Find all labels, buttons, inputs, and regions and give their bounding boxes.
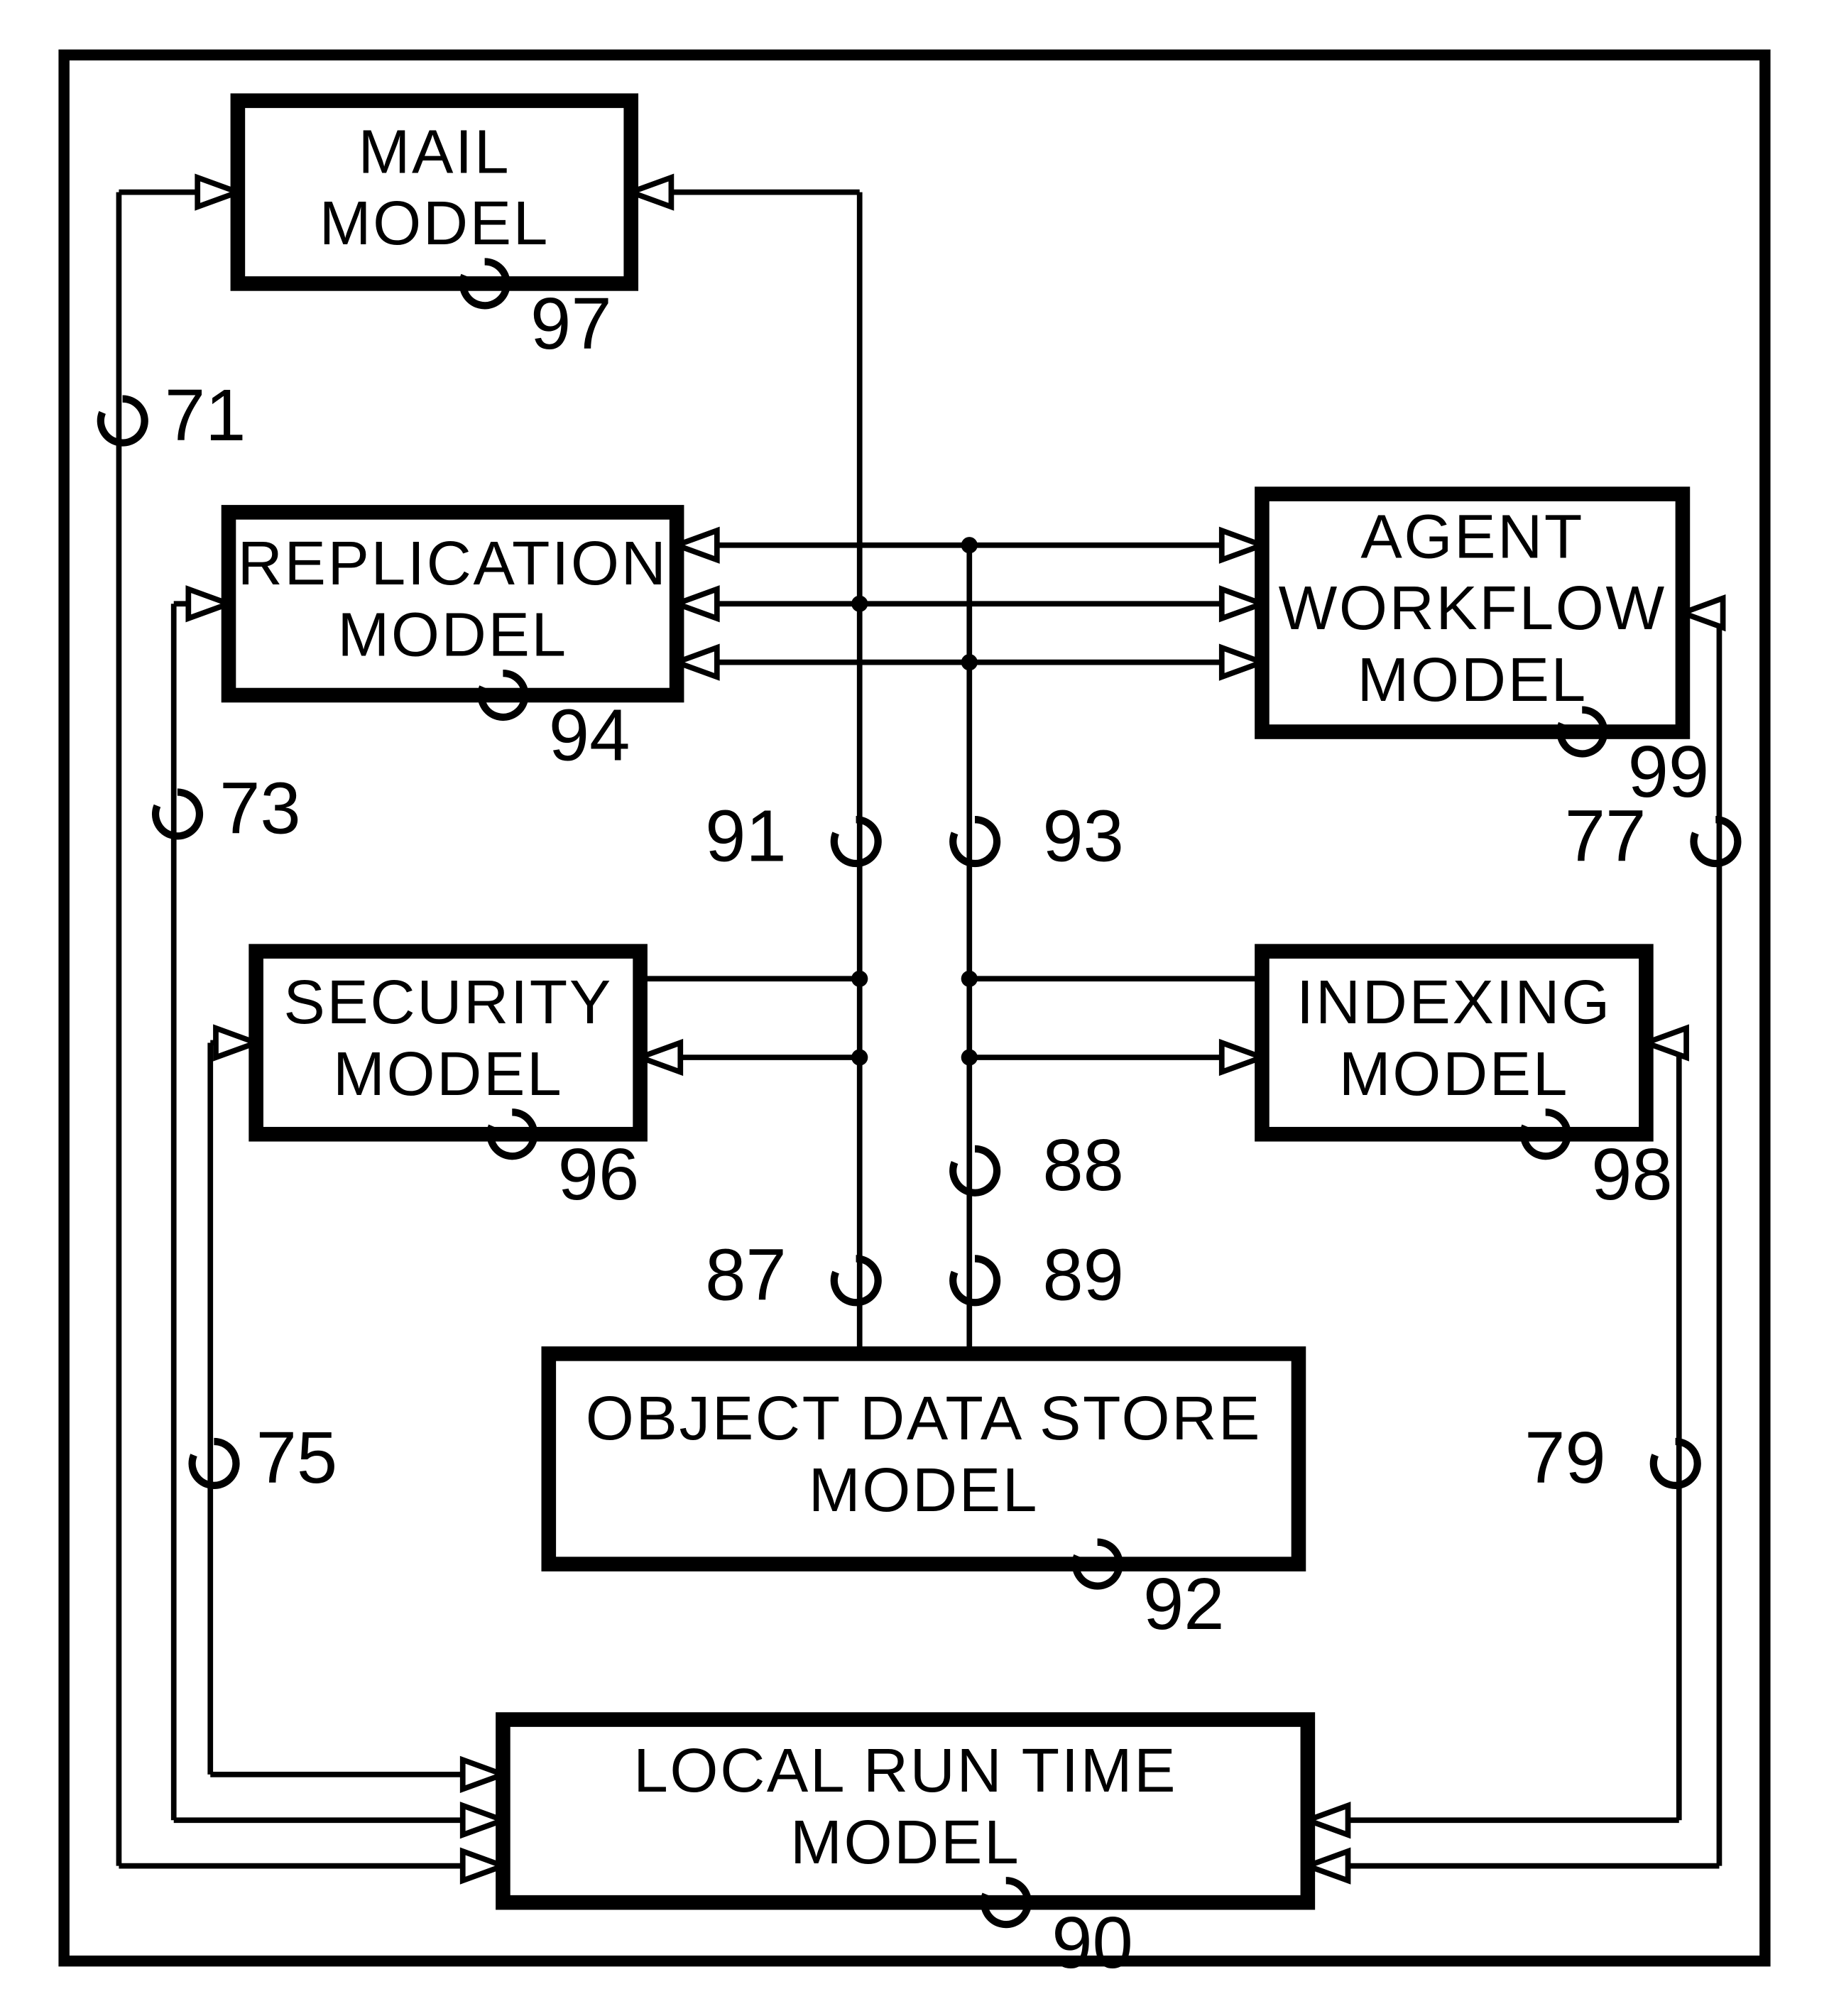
svg-text:96: 96: [558, 1133, 640, 1215]
svg-text:MODEL: MODEL: [1339, 1039, 1569, 1108]
svg-text:87: 87: [705, 1234, 787, 1316]
svg-text:MODEL: MODEL: [1358, 645, 1588, 714]
svg-text:SECURITY: SECURITY: [283, 967, 612, 1037]
svg-text:MODEL: MODEL: [333, 1039, 563, 1108]
svg-text:91: 91: [705, 795, 787, 876]
svg-text:MODEL: MODEL: [790, 1807, 1020, 1877]
svg-text:AGENT: AGENT: [1360, 502, 1584, 572]
svg-text:97: 97: [530, 283, 612, 364]
svg-text:98: 98: [1591, 1133, 1673, 1215]
svg-text:71: 71: [165, 374, 246, 456]
svg-text:93: 93: [1042, 795, 1124, 876]
svg-text:89: 89: [1042, 1234, 1124, 1316]
svg-text:92: 92: [1143, 1563, 1225, 1645]
svg-text:MAIL: MAIL: [358, 116, 511, 186]
svg-text:INDEXING: INDEXING: [1296, 967, 1612, 1037]
svg-text:79: 79: [1524, 1417, 1606, 1498]
svg-text:94: 94: [549, 694, 630, 776]
svg-text:MODEL: MODEL: [337, 600, 567, 670]
svg-text:90: 90: [1052, 1902, 1133, 1983]
svg-text:99: 99: [1628, 731, 1710, 812]
svg-text:REPLICATION: REPLICATION: [238, 528, 668, 598]
svg-text:MODEL: MODEL: [320, 188, 550, 258]
svg-text:WORKFLOW: WORKFLOW: [1279, 573, 1666, 643]
svg-text:75: 75: [256, 1417, 338, 1498]
svg-text:OBJECT DATA STORE: OBJECT DATA STORE: [586, 1383, 1262, 1453]
svg-text:88: 88: [1042, 1124, 1124, 1206]
svg-text:73: 73: [219, 768, 301, 849]
svg-text:MODEL: MODEL: [809, 1455, 1039, 1525]
svg-text:LOCAL RUN TIME: LOCAL RUN TIME: [633, 1736, 1177, 1805]
